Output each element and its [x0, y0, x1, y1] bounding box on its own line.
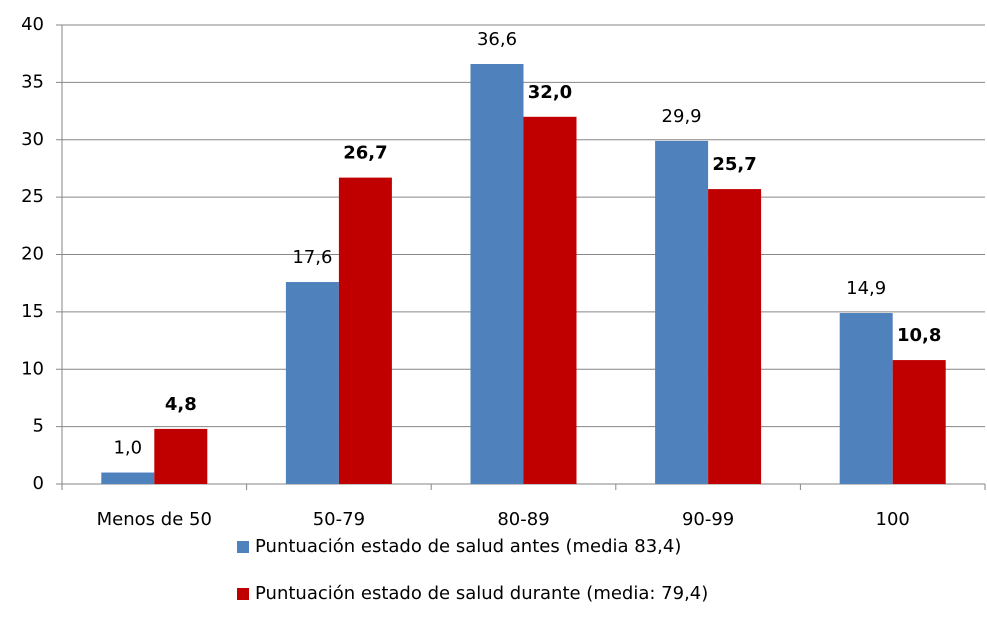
bar — [708, 189, 762, 484]
x-tick-label: 90-99 — [682, 509, 734, 530]
data-label: 14,9 — [846, 278, 886, 299]
bar — [154, 428, 208, 484]
x-tick-label: 80-89 — [497, 509, 549, 530]
data-label: 36,6 — [477, 29, 517, 50]
bar — [523, 116, 577, 485]
data-label: 29,9 — [662, 106, 702, 127]
bar — [470, 64, 524, 484]
y-tick-label: 5 — [33, 416, 44, 437]
legend-label: Puntuación estado de salud durante (medi… — [255, 583, 708, 604]
y-tick-label: 25 — [21, 186, 44, 207]
y-tick-label: 0 — [33, 473, 44, 494]
bar — [655, 140, 709, 484]
y-tick-label: 40 — [21, 14, 44, 35]
legend-swatch — [237, 588, 249, 600]
bar — [285, 282, 339, 484]
data-label: 17,6 — [292, 247, 332, 268]
data-label: 1,0 — [113, 438, 142, 459]
data-label: 25,7 — [712, 154, 756, 175]
y-tick-label: 10 — [21, 358, 44, 379]
x-tick-label: Menos de 50 — [97, 509, 212, 530]
x-tick-label: 100 — [876, 509, 910, 530]
data-label: 32,0 — [528, 82, 572, 103]
bar — [892, 360, 946, 484]
legend-label: Puntuación estado de salud antes (media … — [255, 536, 681, 557]
y-tick-label: 30 — [21, 129, 44, 150]
bar — [338, 177, 392, 484]
y-tick-label: 20 — [21, 244, 44, 265]
data-label: 10,8 — [897, 325, 941, 346]
bar — [101, 472, 155, 484]
bar — [839, 313, 893, 484]
y-tick-label: 35 — [21, 71, 44, 92]
data-label: 4,8 — [165, 394, 197, 415]
y-tick-label: 15 — [21, 301, 44, 322]
legend-swatch — [237, 541, 249, 553]
data-label: 26,7 — [343, 143, 387, 164]
x-tick-label: 50-79 — [313, 509, 365, 530]
